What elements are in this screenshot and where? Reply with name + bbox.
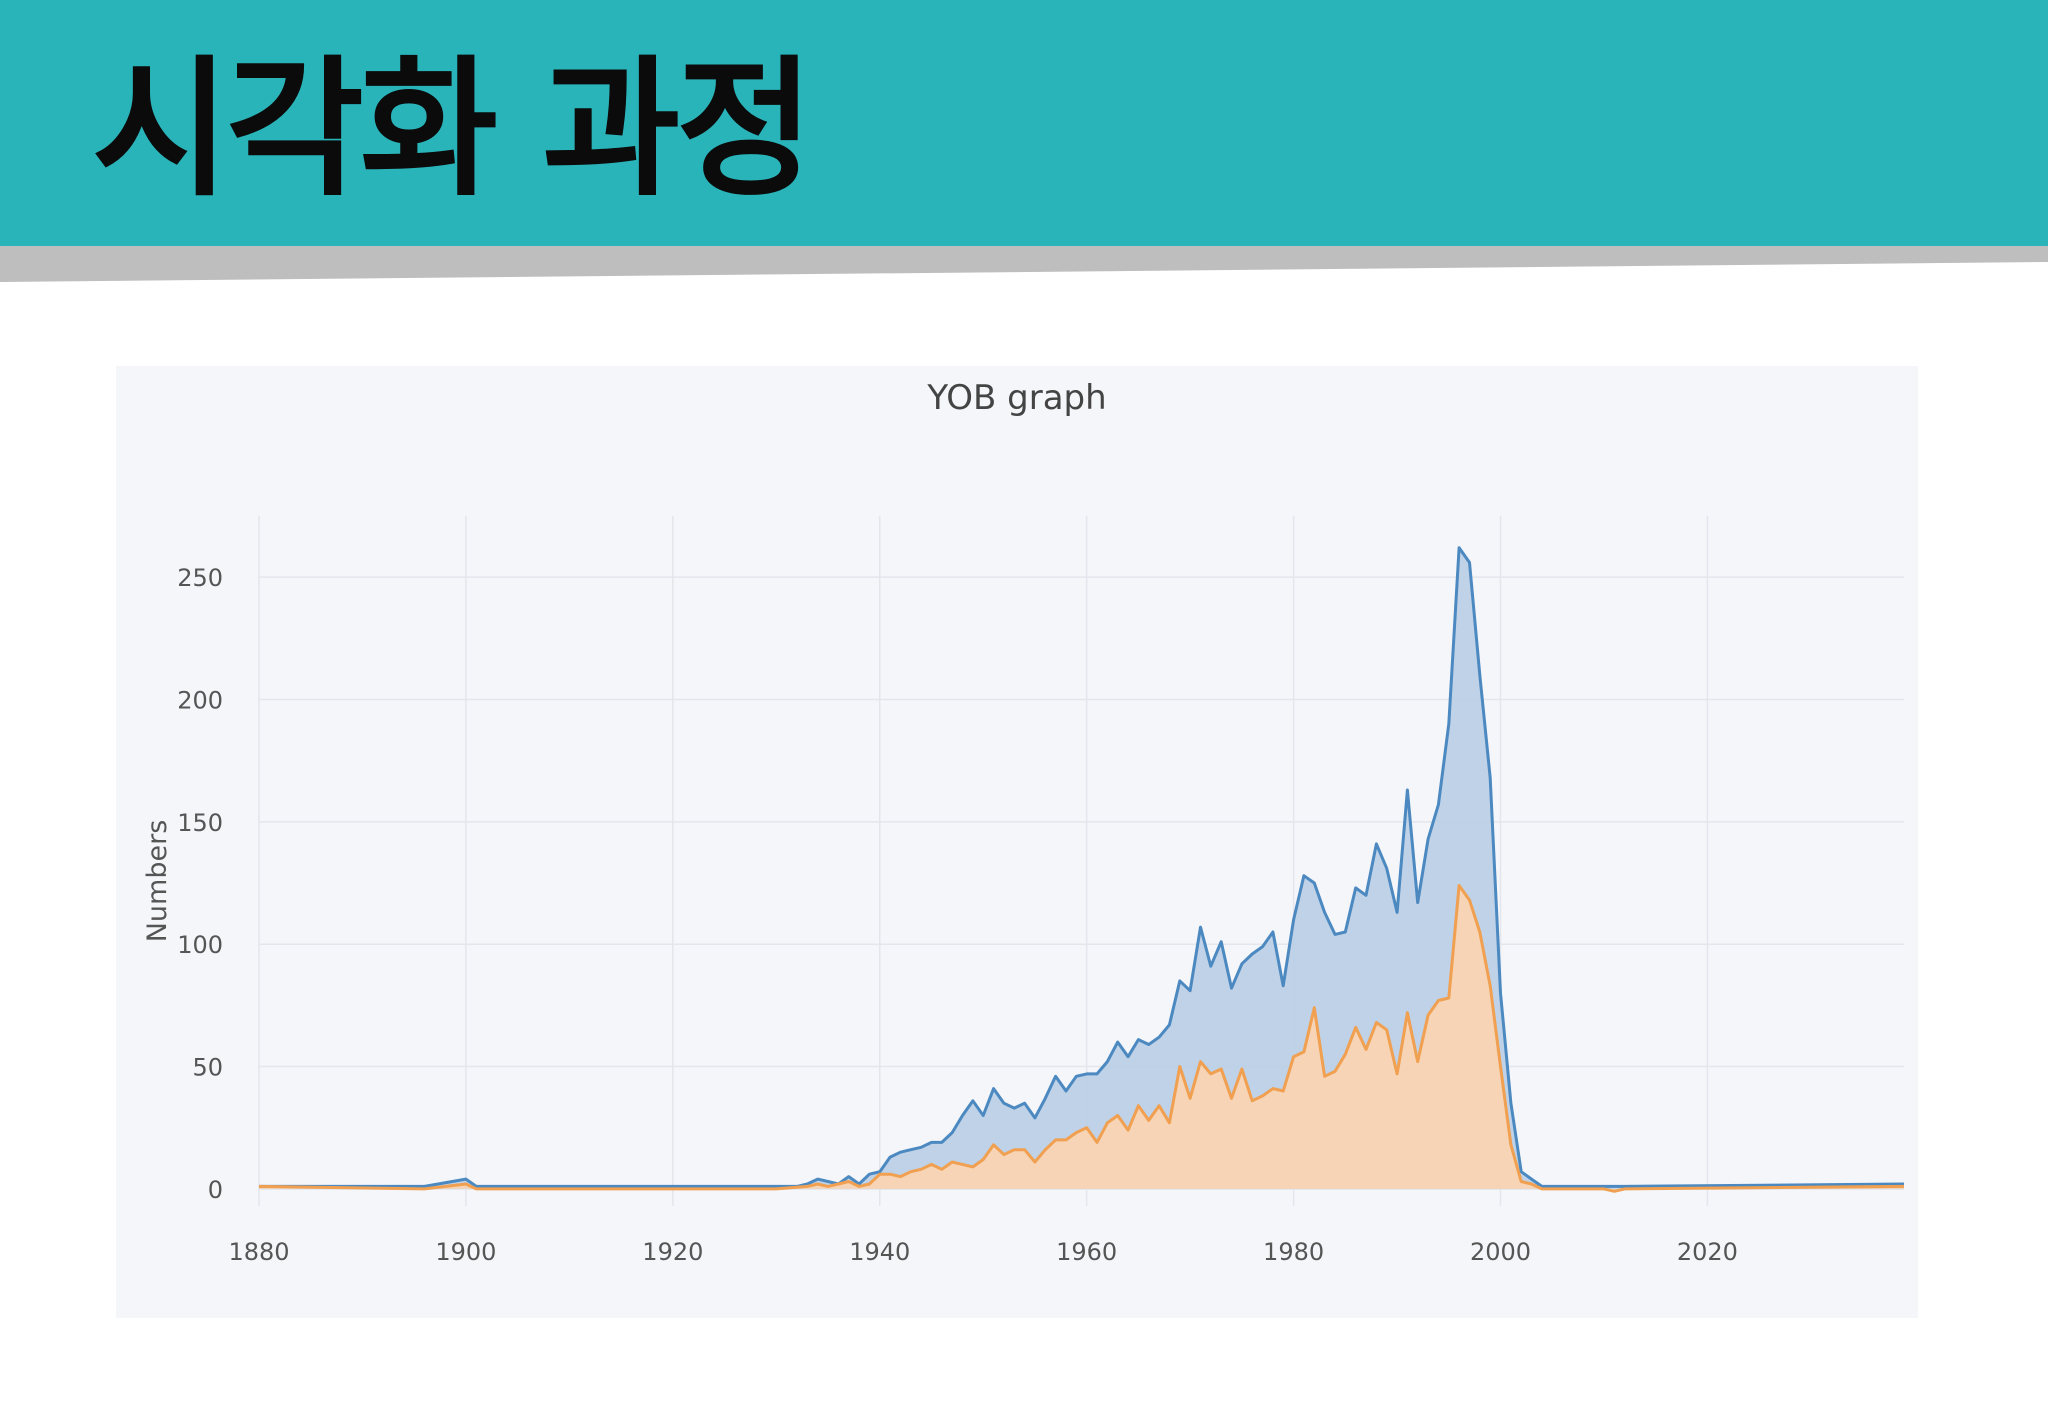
area-layer [259,547,1904,1192]
header-bar [0,0,2048,246]
x-tick-label: 1920 [642,1238,703,1266]
y-tick-label: 50 [192,1054,223,1082]
series-2-line [258,884,1905,1193]
y-tick-label: 250 [177,564,223,592]
x-tick-label: 2020 [1677,1238,1738,1266]
y-tick-label: 200 [177,687,223,715]
series-2-area [259,885,1904,1192]
chart-title: YOB graph [927,378,1107,418]
x-tick-label: 1980 [1263,1238,1324,1266]
grid-layer [258,516,1904,1206]
x-tick-label: 2000 [1470,1238,1531,1266]
y-tick-label: 0 [208,1176,223,1204]
series-1-area [259,547,1904,1189]
series-1-line [259,546,1905,1188]
area-chart: 1880 1900 1920 1940 1960 1980 2000 2020 0 50 100 1… [142,516,1905,1266]
x-tick-label: 1940 [849,1238,910,1266]
x-tick-label: 1880 [228,1238,289,1266]
header-shadow-band [0,246,2048,282]
x-axis-ticks: 1880 1900 1920 1940 1960 1980 2000 2020 [228,1238,1738,1266]
chart-panel: YOB graph 1880 1900 1920 1940 1960 1980 2000 20… [116,366,1918,1318]
x-tick-label: 1960 [1056,1238,1117,1266]
y-tick-label: 100 [177,931,223,959]
x-tick-label: 1900 [435,1238,496,1266]
line-layer [258,546,1905,1193]
y-axis-ticks: 0 50 100 150 200 250 [177,564,223,1204]
y-tick-label: 150 [177,809,223,837]
slide-title: 시각화 과정 [92,43,814,217]
y-axis-title: Numbers [142,820,173,943]
